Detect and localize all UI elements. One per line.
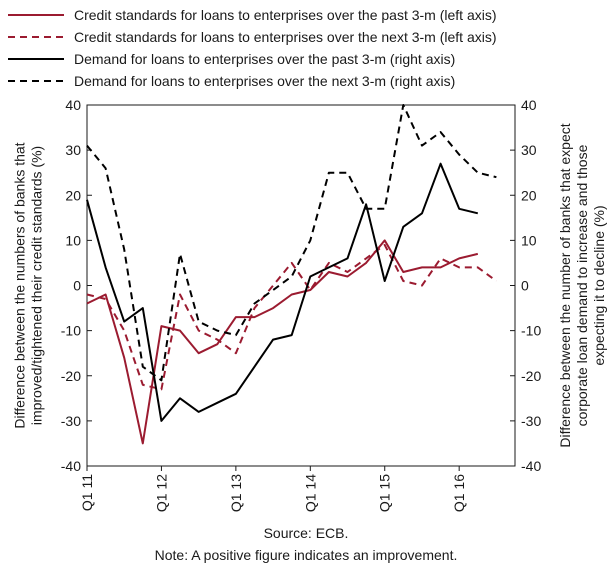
source-text: Source: ECB.	[264, 525, 349, 541]
y-tick-label-left: -40	[61, 458, 81, 474]
y-tick-label-right: -10	[521, 323, 541, 339]
x-tick-label: Q1 16	[451, 474, 467, 512]
axis-ticks: -40 -40 -30 -30 -20 -20 -10 -10 0 0 10 10 20 20 30 30 40…	[61, 97, 542, 512]
y-tick-label-left: -30	[61, 413, 81, 429]
y-axis-title-right: Difference between the number of banks t…	[557, 123, 607, 447]
y-tick-label-right: -40	[521, 458, 541, 474]
series-line-4	[86, 104, 497, 382]
y-tick-label-left: 30	[65, 142, 81, 158]
x-tick-label: Q1 11	[79, 474, 95, 511]
y-tick-label-left: 0	[73, 278, 81, 294]
y-tick-label-left: 20	[65, 187, 81, 203]
series-line-3	[86, 162, 479, 422]
x-tick-label: Q1 15	[377, 474, 393, 512]
legend-label-1: Credit standards for loans to enterprise…	[74, 7, 497, 23]
y-tick-label-left: -20	[61, 368, 81, 384]
legend-label-4: Demand for loans to enterprises over the…	[74, 73, 455, 89]
legend-label-3: Demand for loans to enterprises over the…	[74, 51, 455, 67]
x-tick-label: Q1 12	[153, 474, 169, 512]
legend: Credit standards for loans to enterprise…	[8, 7, 497, 89]
y-axis-title-left: Difference between the numbers of banks …	[12, 142, 45, 428]
y-tick-label-left: 40	[65, 97, 81, 113]
y-tick-label-right: 30	[521, 142, 537, 158]
plot-frame	[86, 104, 516, 467]
y-tick-label-right: 10	[521, 232, 537, 248]
y-tick-label-right: -30	[521, 413, 541, 429]
y-tick-label-right: 40	[521, 97, 537, 113]
series-line-1	[86, 239, 479, 445]
y-tick-label-left: 10	[65, 232, 81, 248]
y-tick-label-right: 20	[521, 187, 537, 203]
y-tick-label-right: 0	[521, 278, 529, 294]
note-text: Note: A positive figure indicates an imp…	[155, 547, 458, 563]
x-tick-label: Q1 13	[228, 474, 244, 512]
y-tick-label-left: -10	[61, 323, 81, 339]
legend-label-2: Credit standards for loans to enterprise…	[74, 29, 497, 45]
plot-area: -40 -40 -30 -30 -20 -20 -10 -10 0 0 10 10 20 20 30 30 40…	[61, 97, 542, 512]
x-tick-label: Q1 14	[302, 474, 318, 512]
series-lines	[86, 104, 497, 445]
y-tick-label-right: -20	[521, 368, 541, 384]
